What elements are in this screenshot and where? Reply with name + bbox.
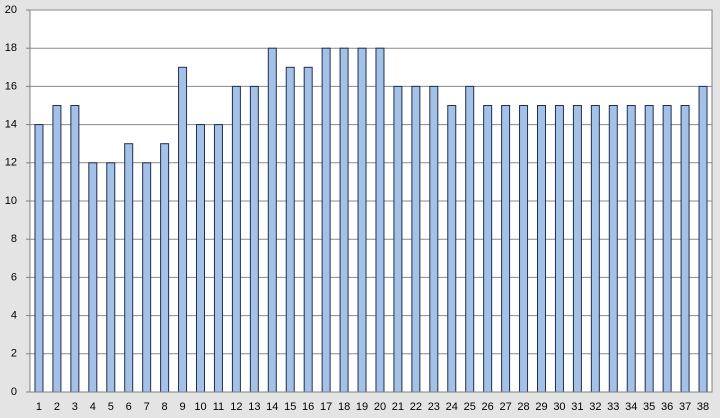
- bar: [411, 85, 421, 393]
- x-tick-label: 2: [54, 401, 60, 413]
- x-tick-label: 10: [194, 401, 206, 413]
- bar: [321, 47, 331, 393]
- x-tick-label: 13: [248, 401, 260, 413]
- x-tick-label: 14: [266, 401, 278, 413]
- x-tick-label: 24: [446, 401, 458, 413]
- bar: [465, 85, 475, 393]
- bar: [160, 143, 170, 393]
- bar: [698, 85, 708, 393]
- bar: [339, 47, 349, 393]
- bar: [447, 105, 457, 393]
- x-tick-label: 8: [162, 401, 168, 413]
- x-tick-label: 30: [553, 401, 565, 413]
- bar: [70, 105, 80, 393]
- x-tick-label: 15: [284, 401, 296, 413]
- x-tick-label: 36: [661, 401, 673, 413]
- bar: [501, 105, 511, 393]
- bar: [357, 47, 367, 393]
- x-tick-label: 31: [571, 401, 583, 413]
- x-tick-label: 35: [643, 401, 655, 413]
- x-tick-label: 6: [126, 401, 132, 413]
- x-tick-label: 12: [230, 401, 242, 413]
- x-tick-label: 34: [625, 401, 637, 413]
- y-tick-label: 20: [5, 4, 17, 16]
- x-tick-label: 27: [499, 401, 511, 413]
- bar: [285, 66, 295, 393]
- bar: [142, 162, 152, 393]
- bar: [267, 47, 277, 393]
- bar: [106, 162, 116, 393]
- bar: [429, 85, 439, 393]
- x-tick-label: 28: [517, 401, 529, 413]
- x-tick-label: 32: [589, 401, 601, 413]
- x-tick-label: 9: [179, 401, 185, 413]
- x-tick-label: 4: [90, 401, 96, 413]
- bar: [249, 85, 259, 393]
- bar: [196, 124, 205, 393]
- y-tick-label: 12: [5, 157, 17, 169]
- bar: [52, 105, 62, 393]
- y-tick-label: 10: [5, 195, 17, 207]
- y-tick-label: 8: [11, 233, 17, 245]
- x-tick-label: 22: [410, 401, 422, 413]
- x-tick-label: 23: [428, 401, 440, 413]
- x-tick-label: 17: [320, 401, 332, 413]
- bar: [393, 85, 403, 393]
- y-tick-label: 0: [11, 386, 17, 398]
- bar: [483, 105, 493, 393]
- x-tick-label: 18: [338, 401, 350, 413]
- x-tick-label: 33: [607, 401, 619, 413]
- x-tick-label: 38: [697, 401, 709, 413]
- bar: [680, 105, 690, 393]
- x-tick-label: 29: [535, 401, 547, 413]
- y-tick-label: 4: [11, 310, 17, 322]
- x-tick-label: 25: [464, 401, 476, 413]
- x-tick-label: 16: [302, 401, 314, 413]
- bar: [662, 105, 672, 393]
- x-tick-label: 11: [213, 401, 224, 413]
- y-tick-label: 18: [5, 42, 17, 54]
- bar: [178, 66, 188, 393]
- x-tick-label: 20: [374, 401, 386, 413]
- bar: [537, 105, 546, 393]
- bar: [375, 47, 385, 393]
- bar: [590, 105, 600, 393]
- bar: [124, 143, 134, 393]
- y-tick-label: 6: [11, 271, 17, 283]
- bar: [572, 105, 582, 393]
- bar: [554, 105, 564, 393]
- x-tick-label: 5: [108, 401, 114, 413]
- x-tick-label: 7: [144, 401, 150, 413]
- y-tick-label: 16: [5, 80, 17, 92]
- bar: [519, 105, 529, 393]
- bar: [213, 124, 223, 393]
- bar: [231, 85, 241, 393]
- x-tick-label: 19: [356, 401, 368, 413]
- y-tick-label: 2: [11, 348, 17, 360]
- x-tick-label: 1: [36, 401, 42, 413]
- bar: [303, 66, 313, 393]
- x-tick-label: 37: [679, 401, 691, 413]
- x-tick-label: 21: [392, 401, 404, 413]
- bar: [644, 105, 654, 393]
- y-tick-label: 14: [5, 119, 17, 131]
- bar: [626, 105, 636, 393]
- x-tick-label: 3: [72, 401, 78, 413]
- bar: [608, 105, 618, 393]
- x-tick-label: 26: [482, 401, 494, 413]
- bar: [34, 124, 44, 393]
- bar: [88, 162, 98, 393]
